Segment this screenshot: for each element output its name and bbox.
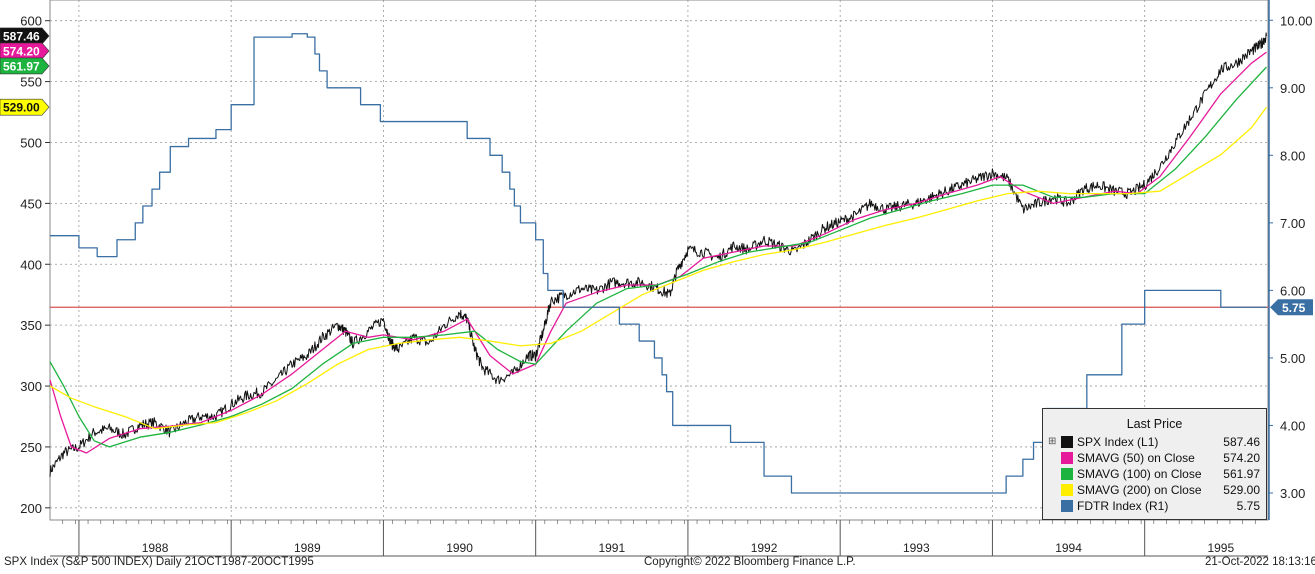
legend-series-value: 529.00 [1223,483,1260,497]
series-line-4 [50,33,1267,494]
legend-row: SMAVG (200) on Close 529.00 [1043,482,1266,498]
y-right-tick-label: 3.00 [1280,486,1305,501]
legend-series-value: 574.20 [1223,451,1260,465]
legend-series-value: 5.75 [1236,499,1260,513]
legend-title: Last Price [1126,417,1183,431]
legend-swatch [1061,468,1073,480]
left-value-tag-text: 587.46 [3,29,40,43]
legend: Last Price ⊞ SPX Index (L1) 587.46 SMAVG (5… [1042,408,1267,520]
left-value-tag-bg [0,98,50,116]
y-right-tick-label: 5.00 [1280,351,1305,366]
axes: 200 250 300 350 400 450 500 550 600 3.00 4.00 5.00 6… [20,0,1313,557]
series-layer [49,32,1268,494]
y-right-tick-label: 8.00 [1280,148,1305,163]
legend-swatch [1061,436,1073,448]
y-left-tick-label: 500 [20,135,42,150]
legend-row: SMAVG (50) on Close 574.20 [1043,450,1266,466]
legend-swatch [1061,484,1073,496]
legend-rows: ⊞ SPX Index (L1) 587.46 SMAVG (50) on Close… [1043,434,1266,514]
x-tick-label: 1989 [294,541,321,555]
series-line-3 [49,106,1268,430]
y-right-tick-label: 6.00 [1280,283,1305,298]
x-tick-label: 1995 [1207,541,1234,555]
y-left-tick-label: 350 [20,318,42,333]
y-right-tick-label: 9.00 [1280,81,1305,96]
x-tick-label: 1994 [1055,541,1082,555]
left-value-tag-bg [0,42,50,60]
y-left-tick-label: 250 [20,440,42,455]
legend-series-name: SPX Index (L1) [1077,435,1159,449]
y-left-tick-label: 600 [20,14,42,29]
left-value-tag: 561.97 [0,57,50,75]
legend-series-name: SMAVG (50) on Close [1077,451,1195,465]
y-left-tick-label: 300 [20,379,42,394]
x-tick-label: 1988 [142,541,169,555]
x-tick-label: 1993 [903,541,930,555]
left-value-tag-text: 561.97 [3,59,40,73]
x-tick-label: 1991 [598,541,625,555]
legend-series-name: FDTR Index (R1) [1077,499,1169,513]
legend-series-value: 587.46 [1223,435,1260,449]
right-value-tag-bg [1270,299,1313,316]
x-tick-label: 1992 [751,541,778,555]
y-left-tick-label: 200 [20,501,42,516]
series-line-1 [49,51,1267,454]
y-right-tick-label: 7.00 [1280,216,1305,231]
left-value-tag-text: 529.00 [3,101,40,115]
legend-row: SMAVG (100) on Close 561.97 [1043,466,1266,482]
y-left-tick-label: 400 [20,257,42,272]
legend-row: ⊞ SPX Index (L1) 587.46 [1043,434,1266,450]
right-value-tag: 5.75 [1270,299,1313,316]
left-value-tag-bg [0,57,50,75]
legend-swatch [1061,500,1073,512]
y-left-tick-label: 450 [20,196,42,211]
y-right-tick-label: 4.00 [1280,418,1305,433]
left-value-tag-bg [0,27,50,45]
left-value-tag: 574.20 [0,42,50,60]
left-value-tag-text: 574.20 [3,44,40,58]
legend-row: FDTR Index (R1) 5.75 [1043,498,1266,514]
y-right-tick-label: 10.00 [1280,13,1313,28]
legend-series-name: SMAVG (200) on Close [1077,483,1202,497]
left-value-tag: 529.00 [0,98,50,116]
legend-series-name: SMAVG (100) on Close [1077,467,1202,481]
footer-security-description: SPX Index (S&P 500 INDEX) Daily 21OCT198… [4,556,314,568]
x-tick-label: 1990 [446,541,473,555]
footer-copyright: Copyright© 2022 Bloomberg Finance L.P. [644,556,856,568]
footer-timestamp: 21-Oct-2022 18:13:16 [1205,556,1315,568]
series-line-2 [49,66,1267,448]
legend-series-value: 561.97 [1223,467,1260,481]
legend-swatch [1061,452,1073,464]
y-left-tick-label: 550 [20,75,42,90]
expand-icon[interactable]: ⊞ [1048,436,1057,447]
right-value-tag-text: 5.75 [1282,301,1306,315]
left-value-tag: 587.46 [0,27,50,45]
